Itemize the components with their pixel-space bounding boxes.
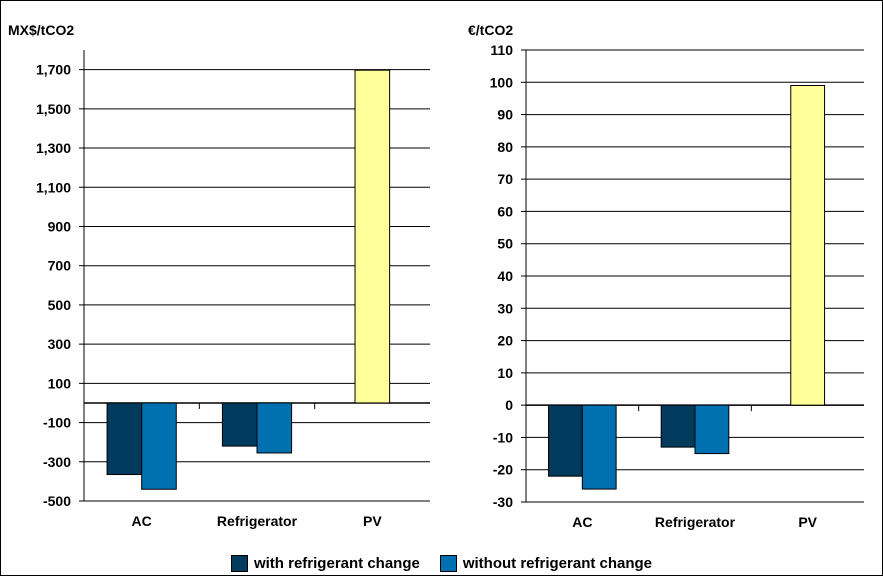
legend-swatch-without: [439, 554, 457, 572]
bar-with-refrigerant-change: [548, 404, 583, 477]
y-tick-label: -100: [43, 415, 71, 431]
bar-with-refrigerant-change: [106, 402, 143, 476]
bar-without-refrigerant-change: [694, 404, 730, 455]
bar-without-refrigerant-change: [581, 404, 617, 490]
x-category-label: PV: [798, 514, 817, 530]
y-tick-label: 50: [497, 236, 513, 252]
x-category-label: AC: [572, 514, 592, 530]
y-tick-label: 10: [497, 365, 513, 381]
legend: with refrigerant change without refriger…: [0, 553, 883, 573]
unit-label-2: €/tCO2: [468, 22, 513, 38]
y-tick-label: 110: [490, 42, 513, 58]
x-category-label: Refrigerator: [655, 514, 736, 530]
y-tick-label: 300: [48, 336, 72, 352]
x-category-label: PV: [363, 513, 382, 529]
y-tick-label: 70: [497, 171, 513, 187]
y-tick-label: 1,500: [36, 101, 71, 117]
y-tick-label: -300: [43, 454, 71, 470]
bar-pv: [354, 69, 391, 404]
bar-without-refrigerant-change: [256, 402, 293, 454]
y-tick-label: 1,700: [36, 62, 71, 78]
y-tick-label: 1,300: [36, 140, 71, 156]
legend-item-with: with refrigerant change: [230, 554, 420, 572]
x-category-label: AC: [132, 513, 152, 529]
y-tick-label: 0: [505, 397, 513, 413]
y-tick-label: 100: [48, 375, 72, 391]
y-tick-label: 30: [497, 300, 513, 316]
legend-item-without: without refrigerant change: [439, 554, 653, 572]
x-category-label: Refrigerator: [217, 513, 298, 529]
y-tick-label: 60: [497, 203, 513, 219]
y-tick-label: 90: [497, 107, 513, 123]
y-tick-label: -30: [493, 494, 513, 510]
y-tick-label: -10: [493, 429, 513, 445]
y-tick-label: 700: [48, 258, 72, 274]
y-tick-label: 80: [497, 139, 513, 155]
y-tick-label: 20: [497, 333, 513, 349]
y-tick-label: 1,100: [36, 179, 71, 195]
y-tick-label: 500: [48, 297, 72, 313]
bar-with-refrigerant-change: [221, 402, 258, 447]
y-tick-label: 100: [490, 74, 514, 90]
y-tick-label: 40: [497, 268, 513, 284]
legend-swatch-with: [230, 554, 248, 572]
y-tick-label: 900: [48, 218, 72, 234]
legend-label-with: with refrigerant change: [253, 554, 420, 572]
legend-label-without: without refrigerant change: [462, 554, 653, 572]
unit-label-1: MX$/tCO2: [8, 22, 74, 38]
y-tick-label: -20: [493, 462, 513, 478]
bar-pv: [790, 85, 826, 406]
y-tick-label: -500: [43, 493, 71, 509]
bar-without-refrigerant-change: [141, 402, 177, 490]
bar-with-refrigerant-change: [660, 404, 696, 448]
